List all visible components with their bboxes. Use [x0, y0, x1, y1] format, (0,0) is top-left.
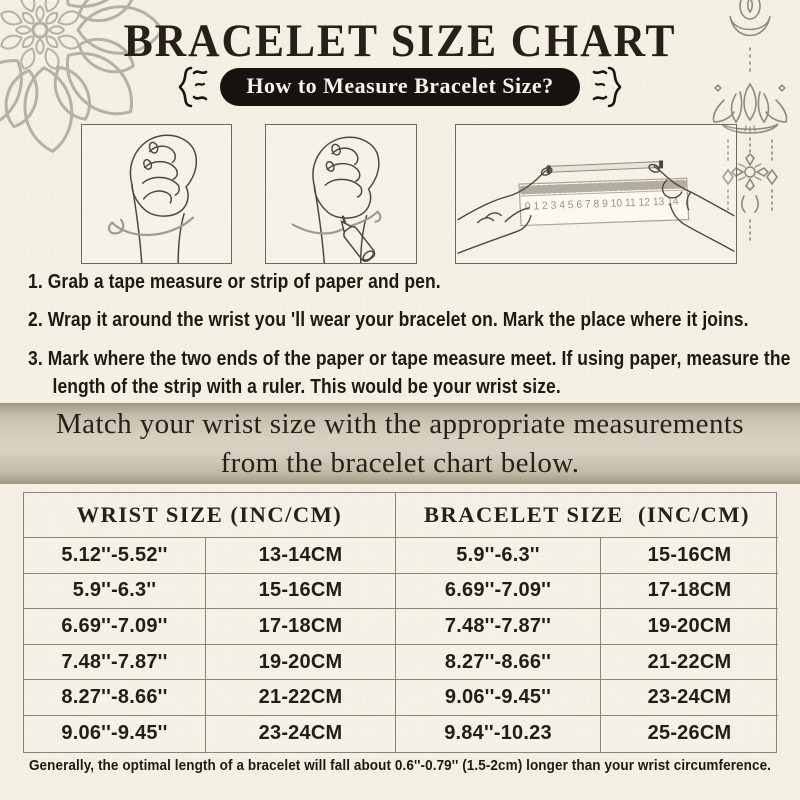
footer-note: Generally, the optimal length of a brace… — [28, 757, 772, 774]
wrap-string-illustration — [108, 134, 198, 263]
bracelet-size-header: BRACELET SIZE (INC/CM) — [396, 493, 778, 538]
step2-illustration-box — [265, 124, 417, 264]
mandala-icon — [0, 0, 164, 153]
table-cell-wrist-cm: 21-22CM — [206, 680, 396, 716]
table-cell-bracelet-cm: 17-18CM — [601, 574, 778, 610]
flourish-left-icon — [179, 66, 208, 108]
table-cell-bracelet-inch: 5.9''-6.3'' — [396, 538, 601, 574]
step1-illustration-box — [81, 124, 232, 264]
table-cell-bracelet-cm: 21-22CM — [601, 645, 778, 681]
table-cell-wrist-cm: 13-14CM — [206, 538, 396, 574]
badge-row: How to Measure Bracelet Size? — [0, 66, 800, 108]
table-cell-bracelet-inch: 9.06''-9.45'' — [396, 680, 601, 716]
mark-pen-illustration — [291, 136, 382, 263]
table-cell-wrist-inch: 5.9''-6.3'' — [24, 573, 206, 610]
table-cell-wrist-inch: 5.12''-5.52'' — [24, 538, 206, 574]
page-title: BRACELET SIZE CHART — [123, 15, 677, 67]
table-cell-bracelet-inch: 9.84''-10.23 — [396, 715, 601, 752]
table-cell-wrist-inch: 9.06''-9.45'' — [24, 715, 206, 752]
table-cell-wrist-inch: 8.27''-8.66'' — [24, 680, 206, 716]
table-cell-wrist-inch: 6.69''-7.09'' — [24, 609, 206, 645]
table-cell-bracelet-cm: 19-20CM — [601, 609, 778, 645]
instructions-list: 1. Grab a tape measure or strip of paper… — [28, 268, 790, 412]
table-cell-bracelet-inch: 6.69''-7.09'' — [396, 573, 601, 610]
table-cell-bracelet-cm: 23-24CM — [601, 680, 778, 716]
table-cell-wrist-cm: 23-24CM — [206, 715, 396, 752]
ruler-numbers: 0 1 2 3 4 5 6 7 8 9 10 11 12 13 14 — [525, 195, 679, 212]
table-cell-bracelet-cm: 25-26CM — [647, 722, 732, 745]
flourish-right-icon — [592, 66, 621, 108]
step3-illustration-box: 0 1 2 3 4 5 6 7 8 9 10 11 12 13 14 — [455, 124, 737, 264]
size-chart-table: WRIST SIZE (INC/CM) BRACELET SIZE (INC/C… — [23, 492, 778, 753]
banner-line-2: from the bracelet chart below. — [220, 446, 580, 479]
banner-line-1: Match your wrist size with the appropria… — [56, 407, 744, 440]
table-cell-wrist-cm: 19-20CM — [206, 644, 396, 681]
table-cell-wrist-cm: 15-16CM — [206, 573, 396, 610]
instruction-step-3: 3. Mark where the two ends of the paper … — [28, 347, 791, 399]
lotus-ornament-icon — [712, 0, 788, 245]
match-size-banner: Match your wrist size with the appropria… — [0, 403, 800, 484]
table-cell-bracelet-cm: 15-16CM — [601, 538, 778, 574]
instruction-step-1: 1. Grab a tape measure or strip of paper… — [28, 271, 441, 293]
how-to-measure-badge: How to Measure Bracelet Size? — [220, 68, 580, 106]
measure-ruler-illustration: 0 1 2 3 4 5 6 7 8 9 10 11 12 13 14 — [457, 160, 735, 254]
wrist-size-header: WRIST SIZE (INC/CM) — [24, 493, 396, 538]
table-cell-bracelet-inch: 8.27''-8.66'' — [396, 644, 601, 681]
instruction-step-2: 2. Wrap it around the wrist you 'll wear… — [28, 309, 749, 332]
table-cell-wrist-cm: 17-18CM — [206, 609, 396, 645]
table-cell-wrist-inch: 7.48''-7.87'' — [24, 644, 206, 681]
table-cell-bracelet-inch: 7.48''-7.87'' — [396, 609, 601, 645]
